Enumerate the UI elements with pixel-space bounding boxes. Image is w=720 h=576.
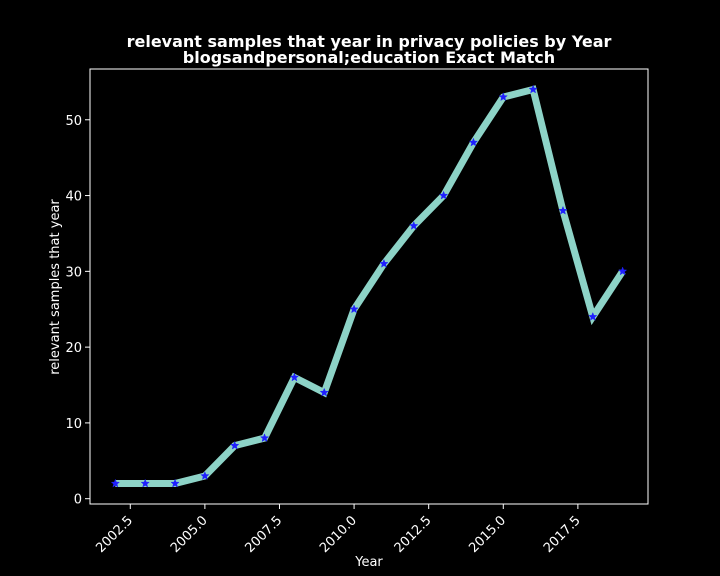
y-tick-label: 0 (74, 493, 82, 508)
x-axis: 2002.5 2005.0 2007.5 2010.0 2012.5 2015.0 2017… (93, 504, 584, 556)
y-axis: 0 10 20 30 40 50 (65, 114, 90, 508)
y-tick-label: 40 (65, 190, 82, 205)
data-point (349, 304, 359, 314)
x-axis-label: Year (354, 555, 383, 570)
plot-area (110, 84, 628, 488)
y-axis-label: relevant samples that year (48, 199, 63, 375)
plot-frame (89, 68, 649, 505)
data-point (289, 372, 300, 382)
y-tick-label: 10 (65, 417, 82, 432)
x-tick-label: 2010.0 (317, 513, 360, 556)
data-point (588, 311, 598, 321)
series-line (115, 85, 626, 488)
chart-title: relevant samples that year in privacy po… (127, 32, 612, 51)
data-point (558, 205, 568, 215)
data-point (379, 258, 389, 268)
y-tick-label: 30 (65, 265, 82, 280)
data-point (230, 440, 240, 450)
x-tick-label: 2015.0 (466, 513, 509, 556)
data-point (409, 220, 419, 230)
chart-subtitle: blogsandpersonal;education Exact Match (183, 48, 555, 67)
data-point (140, 478, 150, 488)
x-tick-label: 2012.5 (392, 513, 435, 556)
x-tick-label: 2007.5 (243, 513, 286, 556)
data-point (259, 433, 270, 443)
data-point (110, 478, 121, 488)
data-point (319, 387, 329, 397)
data-point (498, 92, 508, 102)
x-tick-label: 2017.5 (541, 513, 584, 556)
y-tick-label: 50 (65, 114, 82, 129)
data-point (528, 84, 538, 94)
data-point (617, 266, 628, 276)
y-tick-label: 20 (65, 341, 82, 356)
data-point (438, 190, 449, 200)
data-point (468, 137, 479, 147)
data-point (200, 471, 210, 480)
x-tick-label: 2005.0 (168, 513, 211, 556)
data-point (170, 478, 180, 488)
x-tick-label: 2002.5 (93, 513, 136, 556)
